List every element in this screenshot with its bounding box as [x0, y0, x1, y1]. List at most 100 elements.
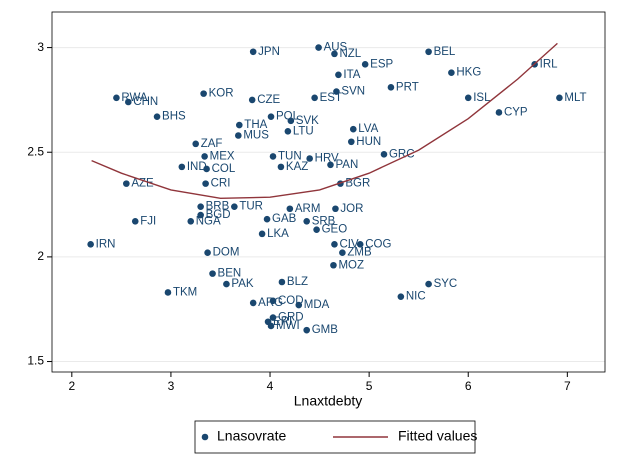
point-label: EST — [320, 92, 342, 104]
point — [448, 69, 455, 76]
x-tick-label: 4 — [267, 379, 274, 393]
point-label: CZE — [257, 94, 280, 106]
point-label: TKM — [173, 286, 197, 298]
point — [197, 211, 204, 219]
point-label: BLZ — [287, 276, 308, 288]
point-label: ZMB — [347, 247, 372, 259]
point — [125, 98, 132, 106]
point — [231, 203, 238, 210]
point-label: JPN — [258, 46, 280, 58]
point-label: BHS — [162, 111, 186, 123]
point-label: HKG — [456, 67, 481, 79]
point — [303, 326, 310, 334]
point — [332, 205, 339, 213]
point-label: NZL — [339, 48, 361, 60]
point-label: JOR — [340, 203, 363, 215]
x-axis-label: Lnaxtdebty — [294, 393, 363, 409]
point — [286, 205, 294, 213]
point-label: AUS — [324, 42, 348, 54]
point — [131, 218, 139, 225]
point-label: BEN — [218, 268, 242, 280]
point — [425, 280, 432, 288]
point-label: HRV — [315, 153, 339, 165]
fitted-line — [91, 42, 558, 200]
point-label: CYP — [504, 106, 528, 118]
point — [331, 50, 338, 58]
point — [306, 155, 313, 162]
x-tick-label: 5 — [366, 379, 373, 393]
point-label: LKA — [267, 228, 289, 240]
point — [153, 113, 161, 120]
point — [202, 180, 209, 187]
point-label: PRT — [396, 81, 419, 93]
point — [269, 314, 277, 321]
point-label: CHN — [133, 96, 158, 108]
point-label: GRC — [389, 148, 415, 160]
point — [248, 96, 256, 104]
point — [236, 121, 243, 129]
point-label: NIC — [406, 291, 426, 303]
x-tick-label: 6 — [465, 379, 472, 393]
point — [249, 299, 257, 307]
point — [333, 88, 340, 95]
point — [361, 61, 369, 68]
point — [200, 90, 207, 97]
point-label: ZAF — [201, 138, 223, 150]
point-label: CIV — [339, 238, 359, 250]
point — [267, 322, 275, 330]
point — [315, 44, 322, 51]
point — [464, 94, 472, 102]
point — [380, 151, 388, 158]
point — [123, 180, 130, 187]
point-label: TUR — [239, 201, 263, 213]
point-label: PAK — [231, 278, 253, 290]
point — [284, 128, 292, 135]
point-label: MLT — [564, 92, 586, 104]
point — [397, 293, 405, 300]
y-tick-label: 2 — [37, 249, 44, 263]
point-label: HUN — [356, 136, 381, 148]
point-label: GEO — [322, 224, 348, 236]
point-label: LVA — [358, 123, 378, 135]
point-label: MDA — [304, 299, 330, 311]
point — [339, 249, 346, 256]
point-label: BEL — [434, 46, 456, 58]
point — [356, 241, 364, 248]
point — [277, 163, 285, 171]
point-label: SRB — [312, 215, 336, 227]
point-label: SVK — [296, 115, 319, 127]
point — [209, 270, 216, 277]
point — [387, 84, 395, 91]
legend-swatch — [201, 433, 209, 441]
point — [335, 71, 342, 79]
point-label: IRN — [96, 238, 116, 250]
point — [330, 261, 337, 269]
point — [164, 289, 172, 296]
point — [331, 241, 338, 248]
point-label: MOZ — [338, 259, 364, 271]
point — [204, 249, 211, 256]
point — [269, 153, 277, 160]
point — [269, 297, 277, 305]
point-label: GAB — [272, 213, 297, 225]
y-tick-label: 2.5 — [27, 144, 44, 158]
point — [187, 218, 195, 225]
point — [313, 226, 320, 233]
point-label: MWI — [276, 320, 300, 332]
point-label: FJI — [140, 215, 156, 227]
point — [311, 94, 318, 102]
point — [287, 117, 295, 125]
point — [495, 109, 503, 116]
point-label: SYC — [434, 278, 458, 290]
point — [263, 215, 271, 223]
point — [201, 153, 208, 160]
point — [347, 138, 355, 146]
point-label: COL — [212, 163, 236, 175]
point-label: THA — [244, 119, 267, 131]
point-label: AZE — [131, 178, 154, 190]
point-label: ARM — [295, 203, 321, 215]
x-tick-label: 3 — [168, 379, 175, 393]
point-label: ESP — [370, 58, 393, 70]
